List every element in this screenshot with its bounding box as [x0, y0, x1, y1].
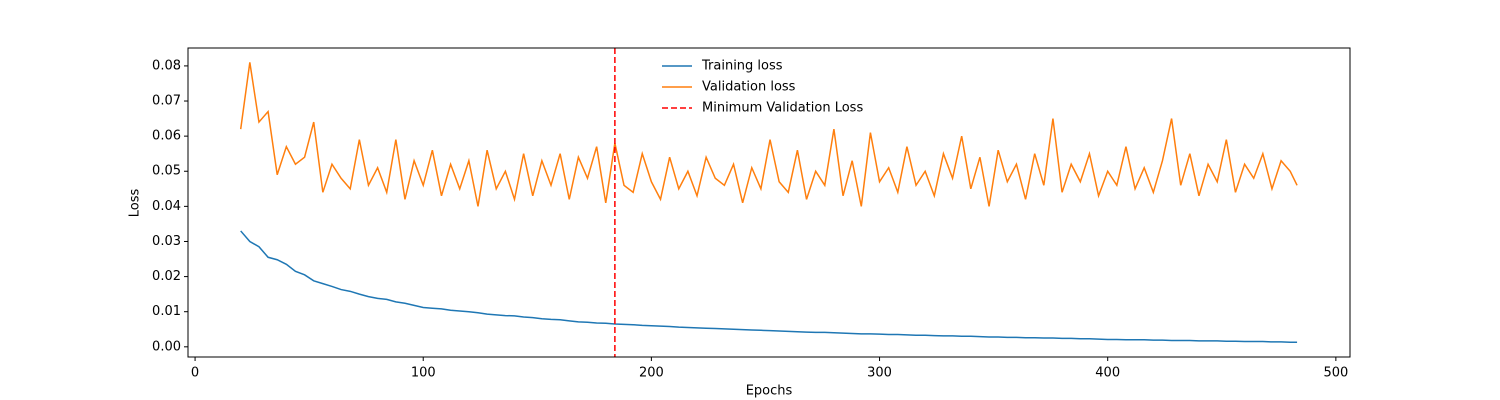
x-tick-label: 0: [191, 366, 199, 381]
legend-label: Training loss: [701, 59, 783, 74]
y-tick-label: 0.08: [152, 58, 181, 73]
y-axis-label: Loss: [128, 189, 143, 218]
y-tick-label: 0.04: [152, 199, 181, 214]
y-tick-label: 0.03: [152, 234, 181, 249]
y-tick-label: 0.01: [152, 304, 181, 319]
y-tick-label: 0.00: [152, 339, 181, 354]
plot-frame: [187, 47, 1351, 358]
legend-label: Minimum Validation Loss: [702, 101, 863, 116]
x-tick-label: 300: [867, 366, 892, 381]
x-tick-label: 400: [1095, 366, 1120, 381]
y-tick-label: 0.07: [152, 94, 181, 109]
x-tick-label: 200: [639, 366, 664, 381]
x-tick-label: 500: [1323, 366, 1348, 381]
x-axis-label: Epochs: [746, 384, 793, 399]
line-series: [239, 62, 1298, 207]
x-tick-label: 100: [411, 366, 436, 381]
legend-label: Validation loss: [702, 80, 796, 95]
y-tick-label: 0.06: [152, 129, 181, 144]
line-series: [240, 230, 1298, 343]
y-tick-label: 0.05: [152, 164, 181, 179]
y-tick-label: 0.02: [152, 269, 181, 284]
